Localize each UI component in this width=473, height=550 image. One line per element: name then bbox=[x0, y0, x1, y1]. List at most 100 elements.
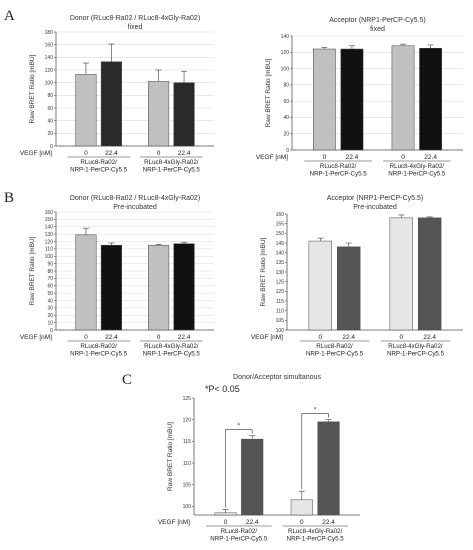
y-tick-label: 180 bbox=[45, 30, 54, 36]
group-label: RLuc8-4xGly-Ra02/ bbox=[390, 163, 445, 170]
bar bbox=[75, 234, 97, 331]
panel-label-b: B bbox=[4, 190, 15, 206]
y-tick-label: 140 bbox=[45, 55, 54, 61]
y-tick-label: 0 bbox=[50, 328, 53, 334]
group-label: NRP-1-PerCP-Cy5.5 bbox=[287, 536, 345, 543]
y-tick-label: 160 bbox=[45, 210, 54, 216]
x-value-label: 22.4 bbox=[322, 519, 335, 526]
y-tick-label: 100 bbox=[276, 328, 285, 334]
y-tick-label: 40 bbox=[47, 118, 53, 124]
bar bbox=[148, 81, 170, 147]
y-tick-label: 160 bbox=[45, 42, 54, 48]
y-tick-label: 145 bbox=[276, 241, 285, 247]
group-label: RLuc8-4xGly-Ra02/ bbox=[388, 343, 443, 350]
y-tick-label: 135 bbox=[276, 260, 285, 266]
y-tick-label: 60 bbox=[47, 106, 53, 112]
vegf-label: VEGF [nM] bbox=[20, 334, 52, 341]
group-label: NRP-1-PerCP-Cy5.5 bbox=[387, 351, 445, 358]
x-value-label: 0 bbox=[323, 154, 327, 161]
y-tick-label: 140 bbox=[276, 250, 285, 256]
bar bbox=[419, 47, 442, 151]
vegf-label: VEGF [nM] bbox=[251, 334, 283, 341]
x-value-label: 0 bbox=[401, 154, 405, 161]
group-label: NRP-1-PerCP-Cy5.5 bbox=[143, 351, 201, 358]
y-tick-label: 20 bbox=[283, 132, 289, 138]
y-tick-label: 130 bbox=[45, 232, 54, 238]
x-value-label: 0 bbox=[399, 334, 403, 341]
panel-label-c: C bbox=[122, 372, 133, 388]
x-value-label: 22.4 bbox=[424, 154, 437, 161]
x-value-label: 0 bbox=[157, 150, 161, 157]
y-tick-label: 80 bbox=[47, 93, 53, 99]
bar bbox=[391, 45, 415, 151]
x-value-label: 22.4 bbox=[246, 519, 259, 526]
bar bbox=[75, 74, 97, 147]
y-tick-label: 60 bbox=[47, 284, 53, 290]
y-tick-label: 105 bbox=[276, 318, 285, 324]
bar bbox=[417, 217, 442, 331]
vegf-label: VEGF [nM] bbox=[158, 519, 190, 526]
y-axis-label: Raw BRET Ratio [mBU] bbox=[29, 236, 36, 305]
y-tick-label: 40 bbox=[283, 115, 289, 121]
bar bbox=[214, 512, 237, 516]
bar bbox=[241, 438, 264, 516]
chart-subtitle: fixed bbox=[128, 24, 143, 31]
y-tick-label: 40 bbox=[47, 298, 53, 304]
y-tick-label: 100 bbox=[183, 504, 192, 510]
chart-title: Donor (RLuc8-Ra02 / RLuc8-4xGly-Ra02) bbox=[70, 15, 200, 22]
y-tick-label: 0 bbox=[286, 148, 289, 154]
group-label: RLuc8-Ra02/ bbox=[320, 163, 357, 170]
bar bbox=[173, 243, 195, 331]
chart-3: Donor (RLuc8-Ra02 / RLuc8-4xGly-Ra02) Pre… bbox=[20, 195, 214, 358]
chart-5: Donor/Acceptor simultanous 100 105 110 115 12… bbox=[158, 374, 360, 543]
y-tick-label: 20 bbox=[47, 313, 53, 319]
y-tick-label: 120 bbox=[45, 68, 54, 74]
x-value-label: 0 bbox=[84, 334, 88, 341]
y-axis-label: Raw BRET Ratio [mBU] bbox=[265, 58, 272, 127]
y-tick-label: 120 bbox=[276, 289, 285, 295]
chart-subtitle: Pre-incubated bbox=[353, 204, 397, 211]
bar bbox=[100, 61, 122, 147]
bar bbox=[100, 244, 122, 331]
y-tick-label: 125 bbox=[276, 279, 285, 285]
y-tick-label: 50 bbox=[47, 291, 53, 297]
significance-note: *P< 0.05 bbox=[205, 384, 240, 394]
y-tick-label: 115 bbox=[183, 439, 191, 445]
panel-label-a: A bbox=[4, 8, 15, 24]
significance-star: * bbox=[314, 407, 317, 414]
group-label: RLuc8-Ra02/ bbox=[316, 343, 353, 350]
x-value-label: 22.4 bbox=[105, 334, 118, 341]
y-tick-label: 140 bbox=[45, 225, 54, 231]
y-tick-label: 140 bbox=[281, 34, 290, 40]
x-value-label: 0 bbox=[224, 519, 228, 526]
x-value-label: 0 bbox=[157, 334, 161, 341]
bar bbox=[340, 48, 364, 151]
vegf-label: VEGF [nM] bbox=[256, 154, 288, 161]
y-axis-label: Raw BRET Ratio [mBU] bbox=[260, 237, 267, 306]
bar bbox=[337, 246, 361, 331]
group-label: NRP-1-PerCP-Cy5.5 bbox=[388, 171, 446, 178]
y-tick-label: 30 bbox=[47, 306, 53, 312]
y-tick-label: 160 bbox=[276, 212, 285, 218]
y-tick-label: 100 bbox=[281, 66, 290, 72]
significance-bracket bbox=[301, 413, 329, 490]
x-value-label: 0 bbox=[84, 150, 88, 157]
x-value-label: 22.4 bbox=[342, 334, 355, 341]
group-label: RLuc8-4xGly-Ra02/ bbox=[144, 159, 199, 166]
group-label: NRP-1-PerCP-Cy5.5 bbox=[143, 167, 201, 174]
y-tick-label: 110 bbox=[183, 461, 191, 467]
chart-subtitle: fixed bbox=[370, 26, 385, 33]
y-axis-label: Raw BRET Ratio [mBU] bbox=[167, 422, 174, 491]
y-tick-label: 125 bbox=[183, 396, 192, 402]
group-label: RLuc8-Ra02/ bbox=[80, 159, 117, 166]
x-value-label: 22.4 bbox=[105, 150, 118, 157]
group-label: NRP-1-PerCP-Cy5.5 bbox=[70, 167, 128, 174]
bar bbox=[290, 499, 313, 516]
bar bbox=[313, 48, 336, 151]
y-tick-label: 70 bbox=[47, 276, 53, 282]
significance-star: * bbox=[238, 423, 241, 430]
y-tick-label: 150 bbox=[45, 217, 54, 223]
bar bbox=[389, 217, 413, 331]
group-label: RLuc8-Ra02/ bbox=[221, 528, 258, 535]
